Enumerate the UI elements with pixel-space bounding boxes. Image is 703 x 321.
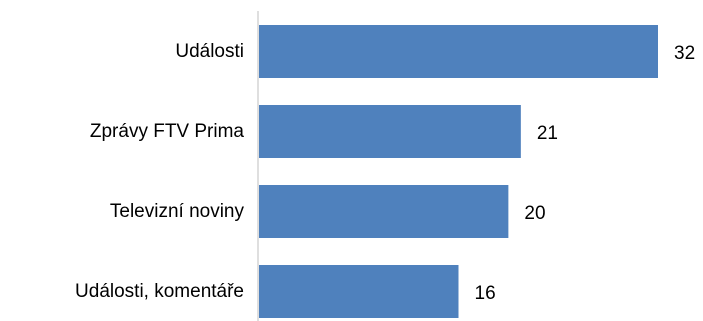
bars-group (259, 25, 658, 318)
bar-2 (259, 185, 509, 238)
bar-3 (259, 265, 459, 318)
value-label-2: 20 (524, 203, 545, 224)
category-label-2: Televizní noviny (110, 201, 245, 222)
bar-0 (259, 25, 658, 78)
category-labels-group: Události Zprávy FTV Prima Televizní noviny… (75, 41, 244, 302)
value-label-3: 16 (475, 283, 496, 304)
value-label-1: 21 (537, 123, 558, 144)
category-label-0: Události (175, 41, 244, 62)
bar-1 (259, 105, 521, 158)
value-label-0: 32 (674, 43, 695, 64)
category-label-3: Události, komentáře (75, 281, 244, 302)
category-label-1: Zprávy FTV Prima (90, 121, 245, 142)
value-labels-group: 32 21 20 16 (475, 43, 696, 304)
